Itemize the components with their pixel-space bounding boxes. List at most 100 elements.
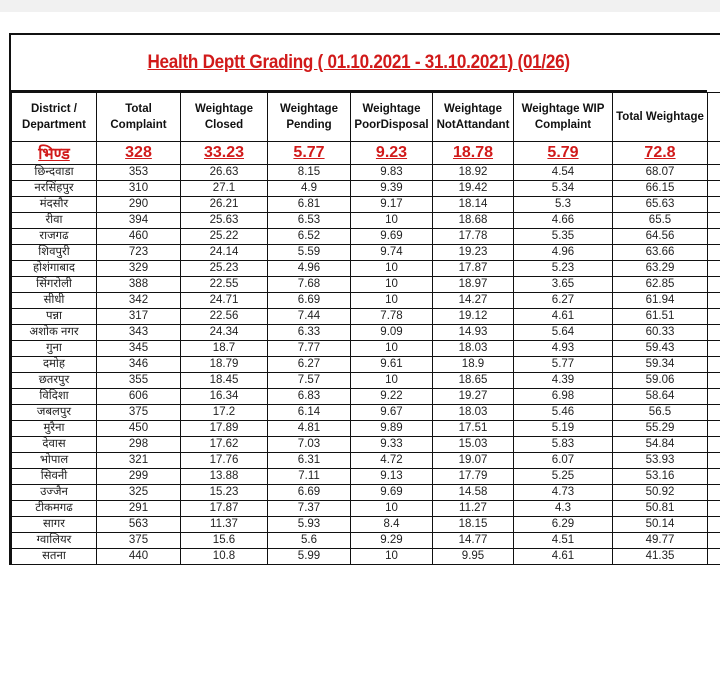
value-cell: 450	[96, 420, 181, 437]
district-cell: देवास	[11, 436, 97, 453]
value-cell: 17.87	[180, 500, 268, 517]
value-cell: 7.11	[267, 468, 351, 485]
value-cell: 9.83	[350, 164, 433, 181]
value-cell: 328	[96, 141, 181, 165]
value-cell: 4.81	[267, 420, 351, 437]
value-cell: 25.22	[180, 228, 268, 245]
district-cell: गुना	[11, 340, 97, 357]
value-cell: 6.27	[267, 356, 351, 373]
value-cell: 9.67	[350, 404, 433, 421]
table-row: शिवपुरी 723 24.14 5.59 9.74 19.23 4.96 63.66	[11, 244, 720, 261]
value-cell: 9.09	[350, 324, 433, 341]
extra-cell	[707, 484, 720, 501]
value-cell: 6.83	[267, 388, 351, 405]
value-cell: 63.29	[612, 260, 708, 277]
value-cell: 5.79	[513, 141, 613, 165]
table-row: देवास 298 17.62 7.03 9.33 15.03 5.83 54.84	[11, 436, 720, 453]
extra-cell	[707, 548, 720, 565]
value-cell: 19.42	[432, 180, 514, 197]
value-cell: 4.96	[267, 260, 351, 277]
value-cell: 329	[96, 260, 181, 277]
column-header: Weightage WIP Complaint	[513, 92, 613, 142]
value-cell: 18.03	[432, 404, 514, 421]
value-cell: 606	[96, 388, 181, 405]
table-row: जबलपुर 375 17.2 6.14 9.67 18.03 5.46 56.5	[11, 404, 720, 421]
extra-cell	[707, 436, 720, 453]
value-cell: 61.51	[612, 308, 708, 325]
table-row: छिन्दवाडा 353 26.63 8.15 9.83 18.92 4.54 68.07	[11, 164, 720, 181]
value-cell: 53.16	[612, 468, 708, 485]
district-cell: सतना	[11, 548, 97, 565]
extra-cell	[707, 468, 720, 485]
district-cell: मुरैना	[11, 420, 97, 437]
value-cell: 4.51	[513, 532, 613, 549]
district-cell: भोपाल	[11, 452, 97, 469]
value-cell: 6.69	[267, 292, 351, 309]
value-cell: 5.46	[513, 404, 613, 421]
value-cell: 18.7	[180, 340, 268, 357]
value-cell: 68.07	[612, 164, 708, 181]
table-row: ग्वालियर 375 15.6 5.6 9.29 14.77 4.51 49.77	[11, 532, 720, 549]
district-cell: टीकमगढ	[11, 500, 97, 517]
extra-cell	[707, 372, 720, 389]
value-cell: 18.78	[432, 141, 514, 165]
value-cell: 298	[96, 436, 181, 453]
value-cell: 6.33	[267, 324, 351, 341]
value-cell: 50.81	[612, 500, 708, 517]
value-cell: 3.65	[513, 276, 613, 293]
value-cell: 17.2	[180, 404, 268, 421]
value-cell: 9.95	[432, 548, 514, 565]
value-cell: 11.27	[432, 500, 514, 517]
value-cell: 9.33	[350, 436, 433, 453]
extra-cell	[707, 532, 720, 549]
header-row: District / Department Total Complaint Weig…	[11, 92, 720, 142]
table-row: सतना 440 10.8 5.99 10 9.95 4.61 41.35	[11, 548, 720, 565]
value-cell: 18.79	[180, 356, 268, 373]
value-cell: 19.12	[432, 308, 514, 325]
value-cell: 5.25	[513, 468, 613, 485]
value-cell: 14.77	[432, 532, 514, 549]
value-cell: 563	[96, 516, 181, 533]
value-cell: 64.56	[612, 228, 708, 245]
value-cell: 6.31	[267, 452, 351, 469]
extra-cell	[707, 292, 720, 309]
value-cell: 60.33	[612, 324, 708, 341]
value-cell: 14.93	[432, 324, 514, 341]
value-cell: 5.23	[513, 260, 613, 277]
value-cell: 49.77	[612, 532, 708, 549]
value-cell: 7.57	[267, 372, 351, 389]
extra-cell	[707, 356, 720, 373]
value-cell: 4.72	[350, 452, 433, 469]
value-cell: 6.98	[513, 388, 613, 405]
value-cell: 59.34	[612, 356, 708, 373]
value-cell: 9.23	[350, 141, 433, 165]
table-row: नरसिंहपुर 310 27.1 4.9 9.39 19.42 5.34 66.15	[11, 180, 720, 197]
value-cell: 9.22	[350, 388, 433, 405]
district-cell: राजगढ	[11, 228, 97, 245]
table-row: सिवनी 299 13.88 7.11 9.13 17.79 5.25 53.16	[11, 468, 720, 485]
value-cell: 59.43	[612, 340, 708, 357]
value-cell: 54.84	[612, 436, 708, 453]
value-cell: 5.59	[267, 244, 351, 261]
value-cell: 24.71	[180, 292, 268, 309]
value-cell: 8.4	[350, 516, 433, 533]
value-cell: 26.21	[180, 196, 268, 213]
value-cell: 66.15	[612, 180, 708, 197]
table-row: मुरैना 450 17.89 4.81 9.89 17.51 5.19 55.29	[11, 420, 720, 437]
table-row: भोपाल 321 17.76 6.31 4.72 19.07 6.07 53.93	[11, 452, 720, 469]
value-cell: 5.83	[513, 436, 613, 453]
value-cell: 22.56	[180, 308, 268, 325]
value-cell: 41.35	[612, 548, 708, 565]
value-cell: 61.94	[612, 292, 708, 309]
value-cell: 50.92	[612, 484, 708, 501]
value-cell: 8.15	[267, 164, 351, 181]
value-cell: 5.3	[513, 196, 613, 213]
value-cell: 22.55	[180, 276, 268, 293]
value-cell: 9.61	[350, 356, 433, 373]
extra-cell	[707, 244, 720, 261]
value-cell: 17.89	[180, 420, 268, 437]
district-cell: छतरपुर	[11, 372, 97, 389]
value-cell: 62.85	[612, 276, 708, 293]
value-cell: 24.14	[180, 244, 268, 261]
district-cell: पन्ना	[11, 308, 97, 325]
